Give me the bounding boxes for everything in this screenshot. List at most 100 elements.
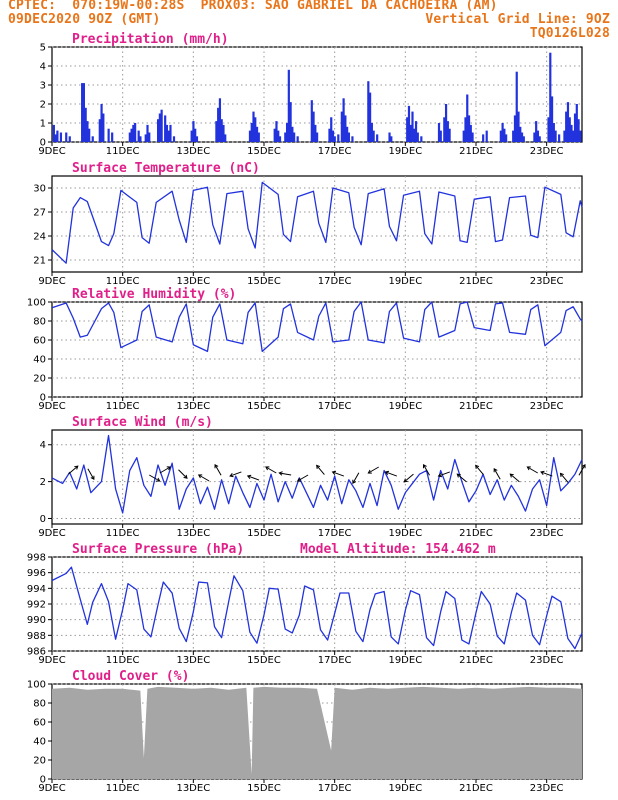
precipitation-bar [139, 136, 142, 142]
humidity-xtick-label: 17DEC [318, 401, 352, 412]
cloud-cover-xtick-label: 21DEC [459, 783, 493, 794]
precipitation-bar [443, 117, 446, 142]
temperature-frame [51, 175, 583, 273]
precipitation-bar [224, 134, 227, 142]
wind-line [51, 434, 583, 514]
temperature-xtick-label: 21DEC [459, 276, 493, 287]
wind-arrow [475, 465, 484, 475]
precipitation-bar [444, 104, 448, 142]
precipitation-bar [128, 132, 131, 142]
precipitation-bar [347, 132, 350, 142]
precipitation-bar [146, 124, 149, 142]
precipitation-bar [278, 136, 282, 142]
precipitation-bar [310, 100, 313, 142]
precipitation-bar [439, 130, 442, 142]
pressure-line [51, 566, 583, 650]
precipitation-bar [277, 130, 280, 142]
precipitation-bar [273, 128, 276, 142]
precipitation-bar [515, 71, 518, 142]
precipitation-bar [54, 134, 57, 142]
precipitation-bar [52, 124, 55, 142]
precipitation-bar [172, 136, 176, 142]
precipitation-bar [547, 117, 550, 142]
precipitation-bar [167, 130, 170, 142]
precipitation-xtick-label: 23DEC [530, 146, 564, 157]
precipitation-bar [157, 119, 160, 142]
wind-arrow [368, 466, 379, 474]
precipitation-bar [565, 111, 568, 142]
precipitation-bar [550, 96, 554, 142]
wind-arrow-head [540, 470, 545, 475]
precipitation-bar [448, 128, 451, 142]
wind-xtick-label: 23DEC [530, 528, 564, 539]
wind-arrow-head [581, 463, 586, 469]
precipitation-bar [160, 109, 163, 142]
precipitation-bar [351, 136, 354, 142]
precipitation-bar [169, 124, 172, 142]
precipitation-bar [469, 124, 472, 142]
precipitation-bar [573, 113, 577, 142]
humidity-xtick-label: 23DEC [530, 401, 564, 412]
precipitation-bar [420, 136, 423, 142]
precipitation-ytick-label: 1 [40, 119, 46, 130]
wind-arrow [527, 466, 538, 474]
precipitation-bar [165, 124, 169, 142]
wind-arrow [403, 473, 414, 483]
precipitation-bar [98, 119, 101, 142]
precipitation-bar [519, 126, 522, 142]
wind-arrow-head [278, 471, 283, 476]
precipitation-bar [254, 117, 257, 142]
precipitation-bar [538, 136, 541, 142]
precipitation-bar [148, 132, 151, 142]
precipitation-bar [248, 130, 252, 142]
cloud-cover-xtick-label: 15DEC [247, 783, 281, 794]
pressure-xtick-label: 9DEC [38, 655, 65, 666]
header-date: 09DEC2020 9OZ (GMT) [8, 12, 161, 27]
temperature-ytick-label: 21 [33, 256, 46, 267]
humidity-ytick-label: 0 [40, 393, 46, 404]
precipitation-bar [137, 130, 140, 142]
temperature-xtick-label: 13DEC [176, 276, 210, 287]
pressure-ytick-label: 994 [27, 584, 46, 595]
precipitation-bar [409, 124, 412, 142]
wind-arrow-head [197, 474, 203, 479]
cloud-cover-xtick-label: 9DEC [38, 783, 65, 794]
precipitation-bar [411, 111, 414, 142]
pressure-xtick-label: 21DEC [459, 655, 493, 666]
precipitation-xtick-label: 11DEC [106, 146, 140, 157]
precipitation-bar [413, 128, 416, 142]
precipitation-bar [144, 134, 147, 142]
header-grid-note: Vertical Grid Line: 9OZ [425, 12, 610, 27]
precipitation-xtick-label: 19DEC [388, 146, 422, 157]
wind-arrow [279, 472, 292, 476]
precipitation-xtick-label: 9DEC [38, 146, 65, 157]
humidity-frame [51, 301, 583, 398]
wind-ytick-label: 4 [40, 440, 46, 451]
wind-ytick-label: 2 [40, 477, 46, 488]
precipitation-bar [331, 130, 335, 142]
precipitation-bar [406, 117, 409, 142]
wind-arrow-head [493, 467, 498, 473]
pressure-ytick-label: 996 [27, 568, 46, 579]
precipitation-bar [333, 136, 336, 142]
precipitation-bar [218, 98, 222, 142]
precipitation-bar [330, 117, 333, 142]
precipitation-bar [503, 128, 506, 142]
precipitation-xtick-label: 15DEC [247, 146, 281, 157]
wind-arrow-head [156, 477, 161, 482]
cloud-cover-ytick-label: 40 [33, 737, 46, 748]
precipitation-bar [59, 132, 63, 142]
precipitation-bar [482, 134, 485, 142]
humidity-ytick-label: 100 [27, 298, 46, 309]
wind-xtick-label: 21DEC [459, 528, 493, 539]
precipitation-bar [344, 115, 347, 142]
cloud-cover-xtick-label: 13DEC [176, 783, 210, 794]
precipitation-bar [337, 134, 340, 142]
wind-arrow [540, 471, 553, 477]
wind-arrow [229, 471, 242, 477]
precipitation-xtick-label: 17DEC [318, 146, 352, 157]
precipitation-bar [291, 126, 294, 142]
pressure-ytick-label: 988 [27, 631, 46, 642]
cloud-cover-ytick-label: 60 [33, 718, 46, 729]
wind-arrow [265, 466, 277, 474]
